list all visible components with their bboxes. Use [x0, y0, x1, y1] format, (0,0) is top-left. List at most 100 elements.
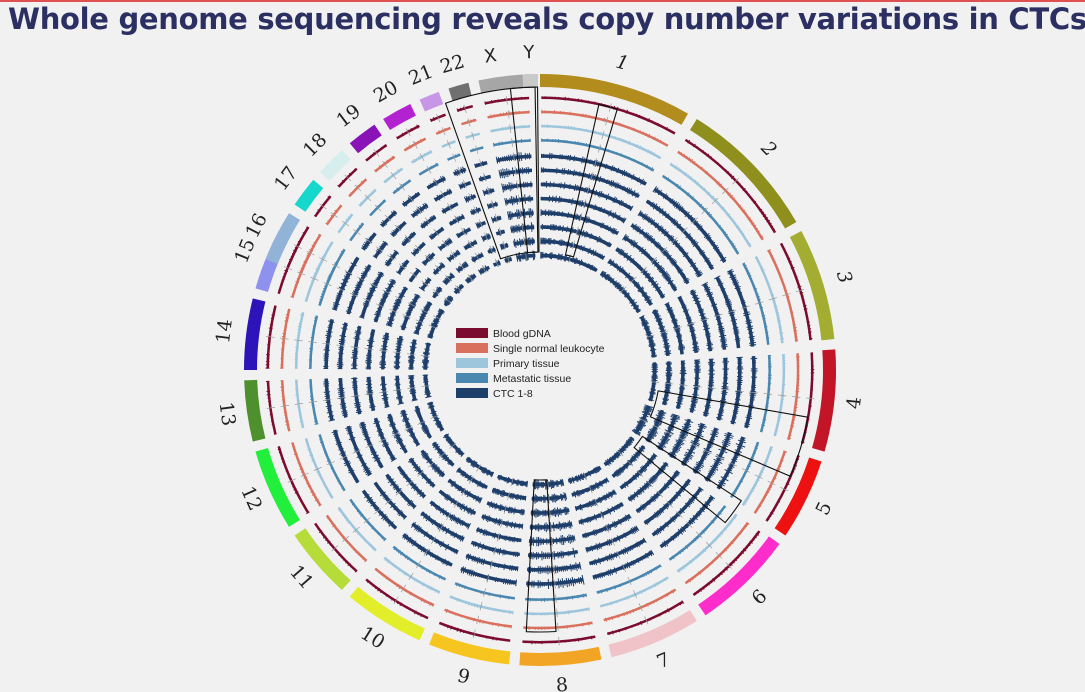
track-bar	[378, 430, 382, 434]
track-bar	[395, 436, 401, 440]
track-bar	[371, 212, 373, 214]
track-bar	[284, 269, 289, 273]
track-bar	[341, 410, 348, 413]
track-bar	[484, 101, 487, 105]
track-bar	[741, 301, 746, 305]
centromere-mark	[462, 179, 467, 188]
centromere-mark	[610, 537, 615, 546]
track-bar	[788, 480, 790, 482]
track-bar	[392, 430, 399, 435]
track-bar	[349, 301, 355, 304]
track-bar	[721, 342, 727, 344]
track-bar	[449, 514, 452, 518]
track-bar	[736, 394, 741, 397]
centromere-mark	[441, 240, 448, 248]
track-bar	[353, 548, 356, 552]
track-bar	[701, 550, 704, 554]
track-bar	[752, 486, 756, 490]
track-bar	[650, 257, 653, 261]
track-bar	[366, 238, 373, 244]
track-bar	[749, 394, 756, 397]
track-bar	[622, 233, 627, 241]
track-bar	[396, 438, 403, 443]
track-bar	[492, 532, 495, 538]
track-bar	[482, 176, 485, 180]
track-bar	[696, 304, 702, 307]
track-bar	[336, 477, 339, 480]
track-bar	[406, 499, 413, 505]
track-bar	[714, 179, 717, 182]
track-bar	[648, 255, 651, 258]
track-bar	[502, 168, 505, 179]
track-bar	[426, 478, 429, 482]
track-bar	[703, 568, 706, 570]
track-bar	[803, 308, 808, 311]
track-bar	[571, 534, 575, 542]
track-bar	[354, 286, 361, 291]
track-bar	[722, 444, 729, 448]
track-bar	[748, 335, 755, 338]
track-bar	[281, 279, 284, 282]
track-band	[603, 588, 677, 622]
track-bar	[706, 347, 714, 350]
track-bar	[446, 239, 451, 245]
centromere-mark	[795, 288, 805, 293]
track-bar	[353, 444, 357, 447]
track-bar	[668, 129, 671, 132]
track-bar	[717, 514, 720, 517]
track-bar	[616, 199, 619, 203]
track-bar	[627, 581, 629, 584]
track-bar	[776, 471, 779, 473]
track-bar	[338, 393, 345, 396]
track-bar	[753, 224, 757, 228]
track-bar	[589, 546, 592, 552]
track-bar	[783, 248, 786, 251]
track-bar	[754, 446, 759, 449]
track-bar	[342, 457, 348, 461]
track-bar	[387, 415, 393, 419]
track-bar	[601, 222, 605, 229]
track-bar	[389, 257, 393, 261]
centromere-mark	[509, 124, 512, 133]
track-bar	[316, 470, 320, 473]
track-bar	[405, 201, 408, 204]
track-bar	[683, 526, 687, 529]
track-bar	[410, 483, 417, 489]
centromere-mark	[599, 511, 604, 520]
track-bar	[721, 447, 727, 451]
track-bar	[571, 576, 575, 587]
track-bar	[673, 533, 678, 538]
centromere-mark	[398, 263, 406, 270]
track-bar	[702, 548, 707, 553]
track-bar	[775, 308, 779, 311]
track-bar	[707, 447, 710, 450]
track-bar	[594, 160, 598, 167]
track-bar	[729, 274, 736, 279]
track-bar	[328, 462, 332, 465]
track-bar	[301, 235, 304, 238]
track-bar	[683, 454, 692, 460]
track-bar	[508, 169, 511, 176]
centromere-mark	[387, 254, 395, 261]
track-bar	[326, 459, 331, 462]
track-bar	[507, 211, 510, 221]
track-bar	[457, 216, 461, 222]
track-bar	[564, 522, 567, 529]
track-bar	[523, 208, 526, 219]
track-bar	[692, 341, 698, 344]
track-bar	[630, 494, 635, 501]
track-bar	[490, 114, 492, 119]
track-bar	[327, 540, 331, 544]
track-bar	[410, 232, 415, 237]
track-bar	[459, 519, 464, 526]
track-bar	[772, 509, 775, 512]
track-bar	[600, 513, 602, 517]
track-bar	[662, 462, 669, 467]
track-bar	[585, 517, 589, 523]
track-bar	[674, 445, 681, 450]
track-bar	[731, 461, 736, 464]
track-bar	[367, 543, 370, 546]
track-bar	[346, 541, 350, 544]
track-bar	[806, 321, 810, 323]
track-bar	[380, 298, 387, 302]
